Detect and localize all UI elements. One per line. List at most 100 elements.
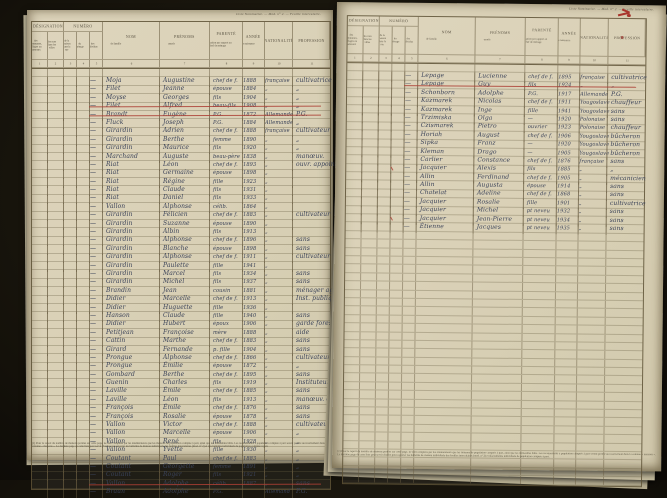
cell-annee: 1906	[243, 421, 265, 440]
table-row: — Didier Huguette fille 1936 „	[32, 295, 330, 314]
table-row: — Riat Régine fille 1923 „	[32, 169, 330, 188]
cell-num-menage	[77, 85, 90, 104]
cell-rue	[48, 429, 64, 448]
cell-nom	[414, 416, 472, 425]
cell-prenoms: Émile	[160, 379, 210, 398]
cell-nom: Hanson	[103, 303, 160, 322]
cell-commune	[32, 463, 48, 482]
cell-num-maison	[64, 362, 77, 381]
cell-nationalite: „	[265, 387, 293, 406]
cell-nationalite: française	[265, 69, 293, 87]
cell-prenoms: Michel	[160, 270, 210, 289]
cell-num-maison	[64, 136, 77, 155]
cell-nom: Riat	[103, 169, 160, 188]
cell-num-maison	[64, 404, 77, 423]
cell-parente: fils	[210, 387, 243, 406]
cell-prenoms	[473, 257, 524, 266]
cell-commune	[32, 69, 48, 87]
cell-num-individu	[402, 323, 416, 332]
cell-nationalite: „	[265, 178, 293, 197]
cell-commune	[32, 119, 48, 138]
cell-parente	[522, 333, 556, 342]
cell-nationalite	[576, 384, 606, 393]
cell-rue	[48, 438, 64, 457]
cell-num-menage	[389, 315, 403, 323]
cell-num-maison	[375, 441, 389, 449]
cell-prenoms: Roger	[160, 463, 210, 482]
cell-num-individu: —	[90, 261, 103, 280]
cell-num-menage	[388, 407, 402, 416]
cell-num-individu: —	[90, 480, 103, 498]
cell-prenoms	[471, 425, 522, 434]
cell-annee: 1923	[243, 169, 265, 188]
photographed-census-register: Liste Nominative. — Mod. n° 2. — Feuille…	[0, 0, 667, 480]
table-row: — Didier Marcelle chef de f. 1913 „ Inst. publ…	[32, 287, 339, 306]
cell-num-individu: —	[90, 287, 103, 306]
cell-commune	[32, 387, 48, 406]
cell-commune	[32, 438, 48, 457]
cell-num-menage	[388, 441, 402, 449]
cell-num-menage	[390, 264, 404, 273]
cell-annee	[555, 291, 578, 300]
cell-parente: chef de f.	[210, 362, 243, 381]
cell-nationalite	[576, 392, 605, 401]
cell-num-individu	[402, 357, 416, 365]
cell-num-maison	[64, 387, 77, 406]
cell-commune	[343, 432, 360, 440]
table-row: — Vallon Marcelle épouse 1906 „ „	[32, 421, 330, 440]
cell-prenoms: Hubert	[160, 312, 210, 331]
cell-annee	[554, 434, 577, 443]
cell-profession	[606, 259, 643, 267]
cell-num-menage	[390, 222, 404, 231]
footnote-text: (1) Pour le report du nombre de maisons …	[32, 442, 328, 449]
cell-parente: fils	[210, 371, 243, 390]
cell-prenoms: Huguette	[160, 295, 210, 314]
cell-annee	[554, 400, 577, 409]
cell-num-maison	[375, 390, 389, 399]
cell-nom: Guenin	[103, 371, 160, 390]
cell-prenoms	[473, 274, 524, 283]
cell-prenoms	[473, 265, 524, 274]
cell-nationalite: „	[265, 169, 293, 188]
cell-num-individu: —	[90, 371, 103, 390]
cell-num-menage	[390, 239, 404, 248]
cell-num-individu: —	[90, 77, 103, 96]
cell-nom: Coutant	[103, 454, 160, 473]
table-row: — Riat Claude fils 1931 „	[32, 178, 330, 197]
cell-commune	[32, 211, 48, 230]
cell-nom: Girardin	[103, 119, 160, 138]
cell-prenoms	[472, 349, 523, 358]
cell-commune	[32, 169, 48, 188]
cell-nationalite	[578, 275, 607, 283]
cell-prenoms	[472, 332, 523, 341]
cell-num-individu	[400, 474, 415, 483]
cell-num-maison	[64, 85, 77, 104]
cell-num-maison	[377, 222, 391, 231]
cell-commune	[32, 110, 48, 129]
cell-parente	[523, 241, 557, 249]
cell-num-individu: —	[90, 228, 103, 247]
cell-profession: „	[296, 85, 300, 93]
cell-num-individu: —	[90, 69, 103, 87]
cell-parente: P.G.	[210, 480, 243, 498]
cell-nationalite	[578, 224, 607, 233]
cell-prenoms	[472, 299, 523, 308]
cell-nationalite	[577, 334, 606, 342]
cell-num-maison	[64, 261, 77, 280]
cell-nationalite	[577, 367, 606, 376]
cell-nom: Gombard	[103, 362, 160, 381]
cell-num-individu	[401, 466, 415, 474]
cell-nationalite: „	[265, 136, 293, 155]
cell-commune	[32, 480, 48, 498]
header-group-designation: DÉSIGNATION	[347, 16, 380, 27]
cell-annee: 1878	[243, 404, 265, 423]
header-sub-designation: des communes, villages ou hameaux	[347, 26, 364, 55]
cell-profession	[607, 234, 644, 242]
cell-parente	[521, 392, 555, 400]
cell-num-menage	[77, 387, 90, 406]
cell-num-maison	[375, 466, 389, 474]
table-row: — Girard Fernande p. fille 1904 „ sans	[32, 337, 330, 356]
cell-annee	[555, 358, 578, 367]
cell-annee	[556, 258, 579, 266]
cell-prenoms	[471, 416, 522, 425]
